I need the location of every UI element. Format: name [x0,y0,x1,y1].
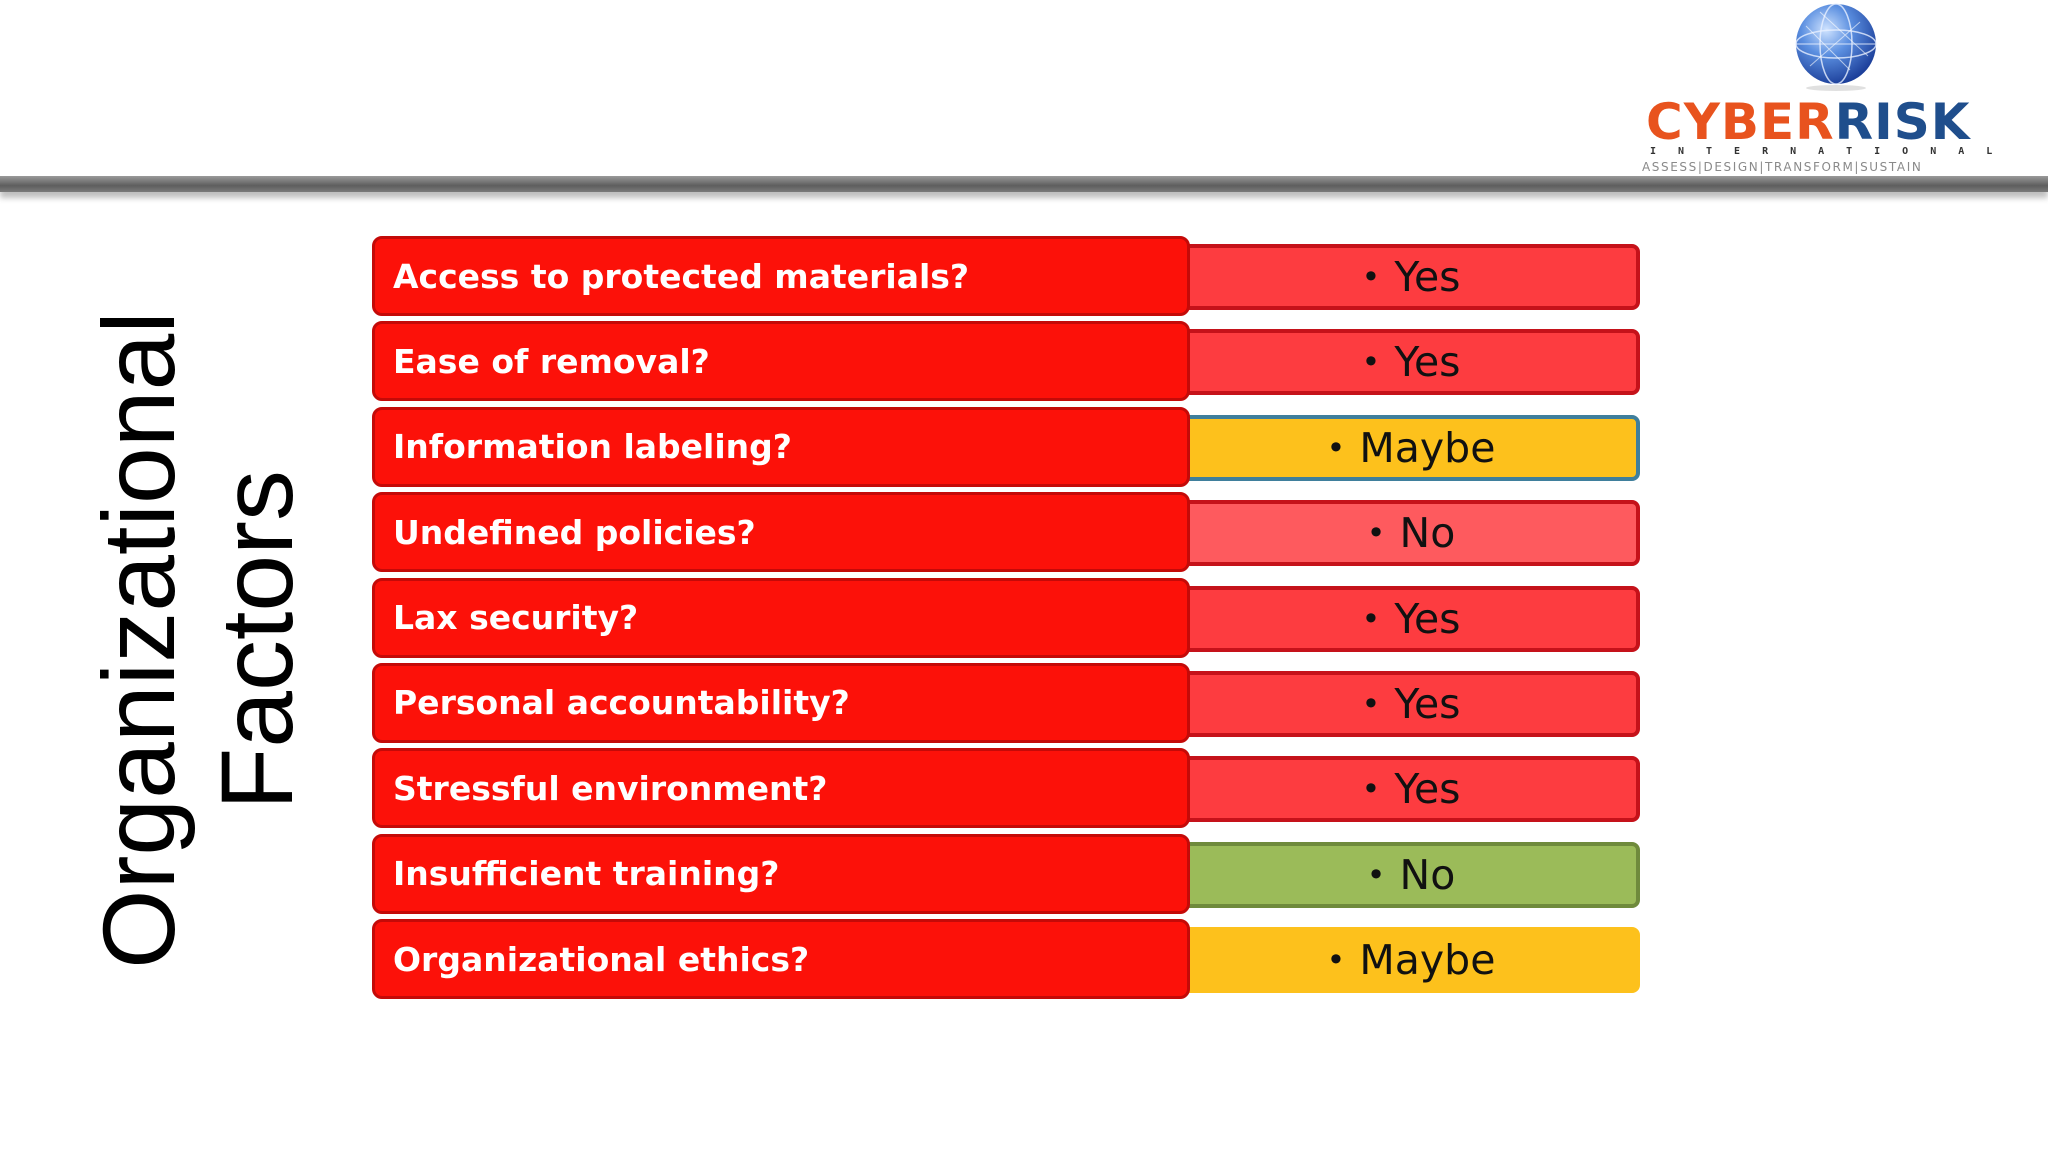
factor-question: Personal accountability? [372,662,1190,743]
title-line-1: Organizational [82,311,196,969]
answer-text: No [1399,509,1456,558]
title-line-2: Factors [200,469,314,811]
bullet-icon: • [1326,941,1346,980]
factor-answer: • Yes [1182,244,1640,310]
logo-wordmark: CYBERRISK [1646,93,1971,151]
factor-answer: • Yes [1182,329,1640,396]
factor-row: Organizational ethics? • Maybe [372,919,1642,1004]
factor-question: Insufficient training? [372,833,1190,914]
factor-question: Lax security? [372,577,1190,658]
slide-title: Organizational Factors [80,300,320,980]
factor-row: Personal accountability? • Yes [372,662,1642,748]
answer-text: Yes [1394,253,1461,301]
factor-answer: • Yes [1182,585,1640,652]
factor-row: Ease of removal? • Yes [372,321,1642,406]
answer-text: Yes [1394,338,1461,387]
factor-row: Undefined policies? • No [372,492,1642,577]
globe-icon [1795,3,1877,91]
bullet-icon: • [1366,514,1386,553]
answer-text: Yes [1394,679,1461,728]
bullet-icon: • [1366,855,1386,894]
factor-list: Access to protected materials? • Yes Ease o… [372,236,1642,1005]
bullet-icon: • [1361,258,1381,296]
logo-international: INTERNATIONAL [1650,146,2015,157]
factor-answer: • No [1182,500,1640,567]
factor-question: Organizational ethics? [372,919,1190,1000]
factor-row: Access to protected materials? • Yes [372,236,1642,321]
factor-question: Undefined policies? [372,492,1190,573]
factor-answer: • Maybe [1182,414,1640,481]
factor-question: Ease of removal? [372,321,1190,402]
logo-tagline: ASSESS|DESIGN|TRANSFORM|SUSTAIN [1642,160,1923,174]
answer-text: Maybe [1359,936,1496,985]
header-divider [0,176,2048,192]
answer-text: Yes [1394,594,1461,643]
factor-row: Information labeling? • Maybe [372,406,1642,492]
factor-row: Stressful environment? • Yes [372,748,1642,833]
bullet-icon: • [1361,770,1381,809]
factor-row: Lax security? • Yes [372,577,1642,663]
factor-question: Stressful environment? [372,748,1190,829]
factor-row: Insufficient training? • No [372,833,1642,919]
factor-question: Information labeling? [372,406,1190,487]
answer-text: Yes [1394,765,1461,814]
factor-answer: • Yes [1182,756,1640,823]
factor-question: Access to protected materials? [372,236,1190,316]
factor-answer: • Yes [1182,670,1640,737]
bullet-icon: • [1361,684,1381,723]
factor-answer: • Maybe [1182,927,1640,994]
bullet-icon: • [1326,428,1346,467]
answer-text: Maybe [1359,423,1496,472]
answer-text: No [1399,850,1456,899]
cyberrisk-logo: CYBERRISK INTERNATIONAL ASSESS|DESIGN|TR… [1640,0,2040,178]
bullet-icon: • [1361,343,1381,382]
factor-answer: • No [1182,841,1640,908]
bullet-icon: • [1361,599,1381,638]
